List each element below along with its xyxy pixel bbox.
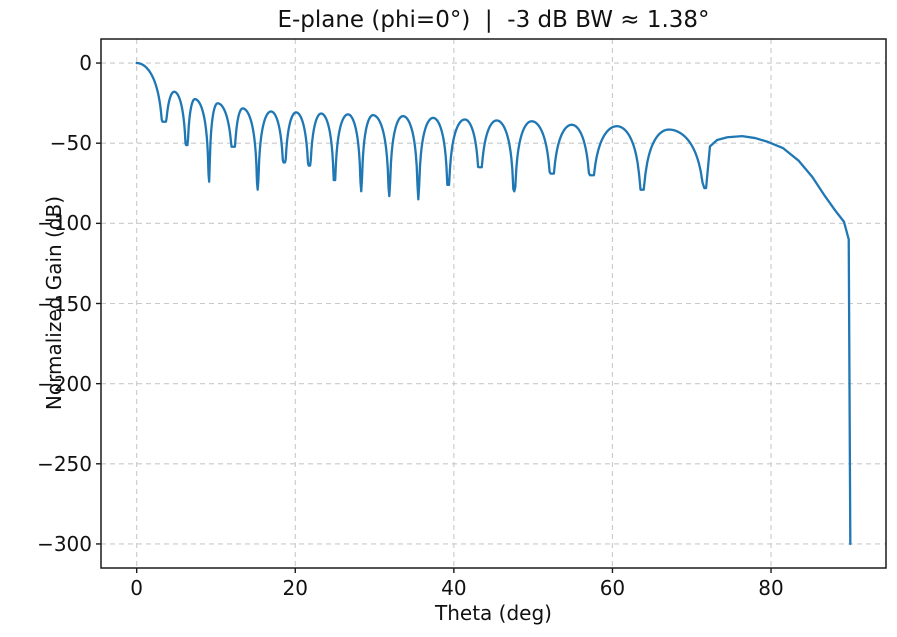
x-axis-label: Theta (deg)	[435, 601, 552, 625]
y-tick-label: −100	[37, 211, 92, 236]
x-tick-label: 20	[282, 576, 308, 600]
y-tick-label: −200	[37, 371, 92, 396]
axes-spine	[100, 38, 887, 569]
gain-curve	[135, 61, 852, 546]
x-tick-label: 40	[441, 576, 467, 600]
x-tick-label: 60	[599, 576, 626, 600]
y-tick-label: −300	[37, 531, 92, 556]
y-tick-label: −50	[49, 131, 92, 156]
x-tick-label: 80	[758, 576, 784, 600]
x-tick-label: 0	[130, 576, 144, 600]
y-tick-label: −250	[37, 451, 92, 476]
y-axis-label: Normalized Gain (dB)	[42, 195, 66, 411]
y-tick-label: −150	[37, 291, 92, 316]
chart-title: E-plane (phi=0°) | -3 dB BW ≈ 1.38°	[277, 7, 710, 33]
y-tick-label: 0	[79, 51, 92, 76]
